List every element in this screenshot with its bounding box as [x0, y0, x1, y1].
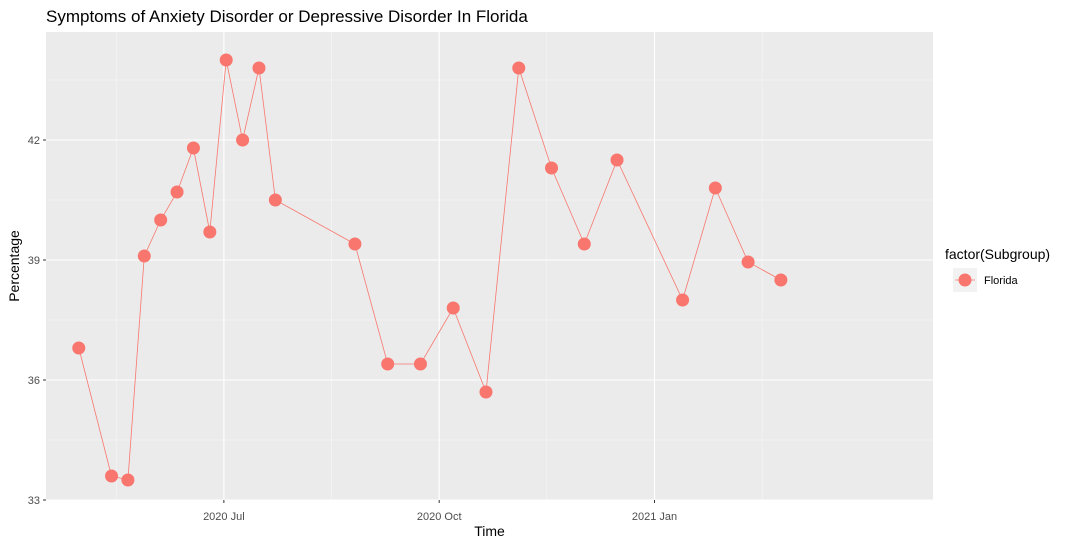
data-point: [154, 213, 168, 227]
data-point: [348, 237, 362, 251]
data-point: [446, 301, 460, 315]
x-axis-title: Time: [474, 523, 505, 539]
x-tick-label: 2020 Oct: [417, 511, 462, 523]
data-point: [512, 61, 526, 75]
y-tick-label: 39: [28, 255, 40, 267]
x-tick-label: 2021 Jan: [632, 511, 677, 523]
data-point: [774, 273, 788, 287]
chart-title: Symptoms of Anxiety Disorder or Depressi…: [46, 7, 528, 26]
data-point: [577, 237, 591, 251]
data-point: [479, 385, 493, 399]
legend-key-point: [958, 273, 972, 287]
data-point: [170, 185, 184, 199]
data-point: [252, 61, 266, 75]
data-point: [381, 357, 395, 371]
legend: factor(Subgroup) Florida: [945, 246, 1050, 292]
data-point: [268, 193, 282, 207]
data-point: [545, 161, 559, 175]
legend-title: factor(Subgroup): [945, 246, 1050, 262]
data-point: [676, 293, 690, 307]
legend-label-florida: Florida: [984, 275, 1019, 287]
y-tick-label: 33: [28, 495, 40, 507]
minor-gridlines: [46, 32, 933, 500]
series-points: [72, 53, 788, 487]
y-tick-label: 42: [28, 135, 40, 147]
data-point: [105, 469, 119, 483]
plot-panel: [46, 32, 933, 500]
x-axis-ticks: 2020 Jul 2020 Oct 2021 Jan: [203, 500, 677, 523]
data-point: [708, 181, 722, 195]
major-gridlines: [46, 32, 933, 501]
y-axis-ticks: 33 36 39 42: [28, 135, 46, 507]
data-point: [219, 53, 233, 67]
y-tick-label: 36: [28, 375, 40, 387]
data-point: [203, 225, 217, 239]
data-point: [137, 249, 151, 263]
data-point: [186, 141, 200, 155]
data-point: [610, 153, 624, 167]
data-point: [236, 133, 250, 147]
data-point: [741, 255, 755, 269]
data-point: [413, 357, 427, 371]
y-axis-title: Percentage: [6, 230, 22, 302]
x-tick-label: 2020 Jul: [203, 511, 245, 523]
data-point: [121, 473, 135, 487]
data-point: [72, 341, 86, 355]
